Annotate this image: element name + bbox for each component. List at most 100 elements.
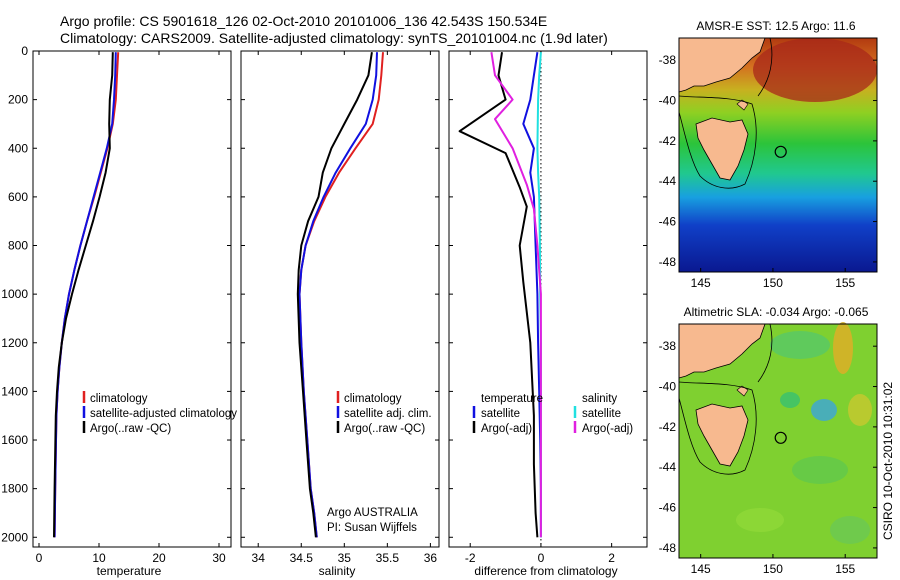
argo-position-marker	[774, 145, 787, 158]
difference-xlabel: difference from climatology	[474, 564, 617, 578]
sla-patch	[830, 516, 870, 544]
legend-label: satellite adj. clim.	[344, 408, 432, 420]
sla-patch	[792, 456, 848, 484]
y-tick-label: 2000	[1, 530, 28, 544]
legend-title-temperature: temperature	[481, 393, 543, 405]
x-tick-label: 20	[152, 551, 166, 565]
salinity-series	[296, 52, 384, 538]
y-tick-label: 200	[8, 93, 28, 107]
sst-map-ticks: 145 150 155 -38 -40 -42 -44 -46 -48	[659, 53, 877, 290]
y-tick-label: 400	[8, 141, 28, 155]
sla-patch	[833, 322, 853, 374]
map-x-tick-label: 150	[763, 276, 783, 290]
sst-map-frame	[678, 37, 878, 273]
y-tick-label: 600	[8, 190, 28, 204]
x-tick-label: 0	[36, 551, 43, 565]
map-x-tick-label: 145	[691, 276, 711, 290]
map-x-tick-label: 155	[835, 276, 855, 290]
temperature-xlabel: temperature	[97, 564, 162, 578]
salinity-axis-ticks: 34 34.5 35 35.5 36	[241, 50, 439, 565]
temperature-series	[53, 52, 120, 538]
legend-label: Argo(..raw -QC)	[90, 423, 171, 435]
salinity-xlabel: salinity	[319, 564, 356, 578]
legend-label: satellite	[481, 408, 520, 420]
legend-label: satellite	[582, 408, 621, 420]
map-y-tick-label: -48	[659, 541, 677, 555]
series-line	[458, 52, 539, 538]
series-line	[490, 52, 542, 538]
x-tick-label: 35.5	[376, 551, 400, 565]
map-y-tick-label: -42	[659, 134, 677, 148]
legend-label: Argo(-adj)	[582, 423, 633, 435]
x-tick-label: 36	[424, 551, 438, 565]
sst-map	[678, 37, 878, 273]
depth-axis-ticks: 0 200 400 600 800 1000 1200 1400 1600 1800 2000	[1, 44, 28, 544]
csiro-timestamp: CSIRO 10-Oct-2010 10:31:02	[881, 382, 895, 540]
map-y-tick-label: -42	[659, 420, 677, 434]
argo-position-marker	[774, 431, 787, 444]
legend-label: climatology	[90, 393, 148, 405]
map-y-tick-label: -44	[659, 460, 677, 474]
bathymetry-contour	[678, 323, 773, 475]
map-y-tick-label: -46	[659, 501, 677, 515]
island-landmass	[736, 385, 749, 397]
difference-axis-ticks: -2 0 2	[449, 50, 647, 565]
sst-map-title: AMSR-E SST: 12.5 Argo: 11.6	[696, 19, 856, 33]
difference-series	[458, 52, 542, 538]
difference-panel-frame	[448, 50, 648, 548]
y-tick-label: 0	[21, 44, 28, 58]
map-x-tick-label: 155	[835, 562, 855, 576]
x-tick-label: 2	[608, 551, 615, 565]
sla-patch	[848, 394, 872, 426]
map-y-tick-label: -48	[659, 255, 677, 269]
mainland-landmass	[678, 323, 766, 379]
y-tick-label: 1400	[1, 384, 28, 398]
argo-annotation-line2: PI: Susan Wijffels	[327, 522, 417, 534]
legend-label: Argo(..raw -QC)	[344, 423, 425, 435]
mainland-landmass	[678, 37, 766, 93]
sla-map-title: Altimetric SLA: -0.034 Argo: -0.065	[684, 305, 869, 319]
island-landmass	[736, 99, 749, 111]
x-tick-label: 30	[212, 551, 226, 565]
y-tick-label: 1200	[1, 336, 28, 350]
legend-label: satellite-adjusted climatology	[90, 408, 237, 420]
sst-warm-core	[753, 38, 877, 102]
sla-patch	[770, 331, 830, 359]
series-line	[53, 52, 114, 538]
map-y-tick-label: -40	[659, 380, 677, 394]
salinity-panel-frame	[240, 50, 440, 548]
series-line	[296, 52, 373, 538]
legend-title-salinity: salinity	[582, 393, 617, 405]
x-tick-label: 34	[252, 551, 266, 565]
sla-map	[678, 322, 878, 559]
temperature-panel-frame	[32, 50, 232, 548]
salinity-legend: climatology satellite adj. clim. Argo(..…	[336, 391, 432, 435]
sla-patch	[736, 508, 784, 532]
map-y-tick-label: -38	[659, 339, 677, 353]
sla-map-frame	[678, 323, 878, 559]
y-tick-label: 1000	[1, 287, 28, 301]
temperature-axis-ticks: 0 10 20 30	[33, 50, 231, 565]
x-tick-label: -2	[465, 551, 476, 565]
tasmania-landmass	[695, 403, 749, 467]
argo-annotation-line1: Argo AUSTRALIA	[327, 507, 418, 519]
legend-label: Argo(-adj)	[481, 423, 532, 435]
y-tick-label: 1600	[1, 433, 28, 447]
header-line2: Climatology: CARS2009. Satellite-adjuste…	[60, 30, 608, 46]
map-y-tick-label: -40	[659, 94, 677, 108]
sla-patch	[811, 399, 837, 421]
x-tick-label: 0	[538, 551, 545, 565]
tasmania-landmass	[695, 117, 749, 181]
header-line1: Argo profile: CS 5901618_126 02-Oct-2010…	[60, 13, 547, 29]
bathymetry-contour	[678, 37, 773, 189]
map-y-tick-label: -38	[659, 53, 677, 67]
legend-label: climatology	[344, 393, 402, 405]
difference-legend: temperature satellite Argo(-adj) salinit…	[472, 393, 633, 435]
map-y-tick-label: -46	[659, 215, 677, 229]
map-x-tick-label: 145	[691, 562, 711, 576]
map-y-tick-label: -44	[659, 174, 677, 188]
sla-patch	[780, 392, 800, 408]
y-tick-label: 800	[8, 239, 28, 253]
map-x-tick-label: 150	[763, 562, 783, 576]
